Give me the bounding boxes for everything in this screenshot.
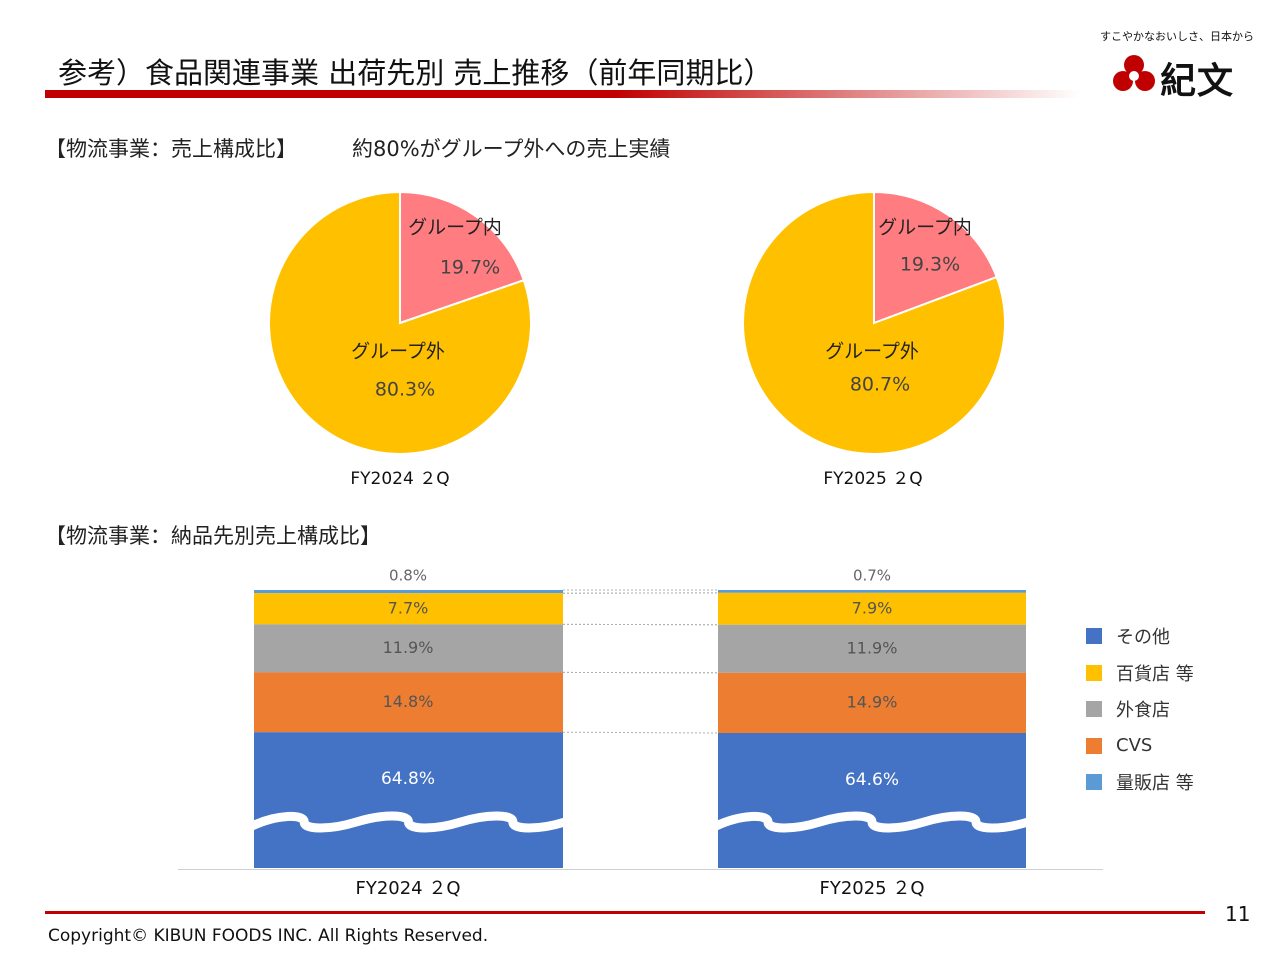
x-tick-label: FY2024 ２Q <box>355 878 460 899</box>
axis-break-icon <box>250 811 567 833</box>
legend-label: 外食店 <box>1116 700 1170 722</box>
section-heading-delivery-ratio: 【物流事業：納品先別売上構成比】 <box>45 524 381 548</box>
legend-swatch <box>1086 664 1102 681</box>
bar-segment <box>718 592 1026 625</box>
section-note: 約80%がグループ外への売上実績 <box>352 137 671 161</box>
pie-slice-group-external <box>268 190 532 455</box>
page-number: 11 <box>1225 902 1251 926</box>
pie-slice-value: 19.7% <box>440 257 500 279</box>
bar-data-label: 14.8% <box>383 692 434 711</box>
kibun-logo-icon <box>1113 55 1155 91</box>
pie-slice-value: 19.3% <box>900 254 960 276</box>
bar-segment <box>718 672 1026 734</box>
pie-slice-label: グループ外 <box>351 341 445 363</box>
series-connector-line <box>562 731 719 734</box>
bar-data-label: 7.7% <box>388 598 429 617</box>
bar-data-label: 11.9% <box>383 638 434 657</box>
pie-slice-label: グループ外 <box>825 341 919 363</box>
bar-segment <box>254 590 563 594</box>
legend-item: 百貨店 等 <box>1086 655 1194 692</box>
pie-slice-label: グループ内 <box>878 217 972 239</box>
legend-swatch <box>1086 774 1102 791</box>
legend-item: 外食店 <box>1086 691 1194 728</box>
bar-segment <box>254 672 563 733</box>
bar-data-label: 11.9% <box>847 638 898 657</box>
page-title: 参考）食品関連事業 出荷先別 売上推移（前年同期比） <box>58 56 773 90</box>
copyright: Copyright© KIBUN FOODS INC. All Rights R… <box>48 926 489 946</box>
pie-charts: グループ内 19.7% グループ外 80.3% グループ内 19.3% グループ外 80.7% <box>268 190 1006 455</box>
axis-break-icon <box>714 811 1030 833</box>
legend-swatch <box>1086 628 1102 645</box>
title-underline <box>45 90 1080 98</box>
legend-item: その他 <box>1086 618 1194 655</box>
bar-legend: その他百貨店 等外食店 CVS 量販店 等 <box>1086 618 1194 801</box>
pie-slice-group-external <box>742 190 1006 455</box>
legend-label: 百貨店 等 <box>1116 663 1194 685</box>
pie-title-fy2025: FY2025 ２Q <box>823 469 923 489</box>
legend-label: その他 <box>1116 627 1170 649</box>
legend-item: CVS <box>1086 728 1194 765</box>
bar-segment <box>718 590 1026 593</box>
bar-data-label: 7.9% <box>852 598 893 617</box>
bar-data-label: 64.6% <box>845 770 899 790</box>
pie-slice-label: グループ内 <box>408 217 502 239</box>
bar-segment <box>718 733 1026 868</box>
legend-swatch <box>1086 737 1102 754</box>
section-heading-label: 【物流事業：売上構成比】 <box>45 137 297 161</box>
bar-segment <box>254 624 563 673</box>
legend-label: 量販店 等 <box>1116 773 1194 795</box>
bar-data-label: 0.7% <box>853 567 891 585</box>
bar-segment <box>254 732 563 868</box>
bar-segment <box>254 593 563 625</box>
footer-line <box>45 911 1205 914</box>
legend-item: 量販店 等 <box>1086 764 1194 801</box>
bar-data-label: 64.8% <box>381 769 435 789</box>
legend-label: CVS <box>1116 735 1153 757</box>
bar-data-label: 0.8% <box>389 567 427 585</box>
legend-swatch <box>1086 701 1102 718</box>
brand-tagline: すこやかなおいしさ、日本から <box>1100 30 1254 43</box>
logo-text: 紀文 <box>1160 60 1235 102</box>
pie-title-fy2024: FY2024 ２Q <box>350 469 450 489</box>
section-heading-sales-ratio: 【物流事業：売上構成比】 約80%がグループ外への売上実績 <box>45 133 670 163</box>
bar-segment <box>718 624 1026 673</box>
pie-slice-value: 80.3% <box>375 379 435 401</box>
x-tick-label: FY2025 ２Q <box>819 878 924 899</box>
bar-data-label: 14.9% <box>847 692 898 711</box>
pie-slice-group-internal <box>873 190 998 325</box>
pie-slice-value: 80.7% <box>850 374 910 396</box>
